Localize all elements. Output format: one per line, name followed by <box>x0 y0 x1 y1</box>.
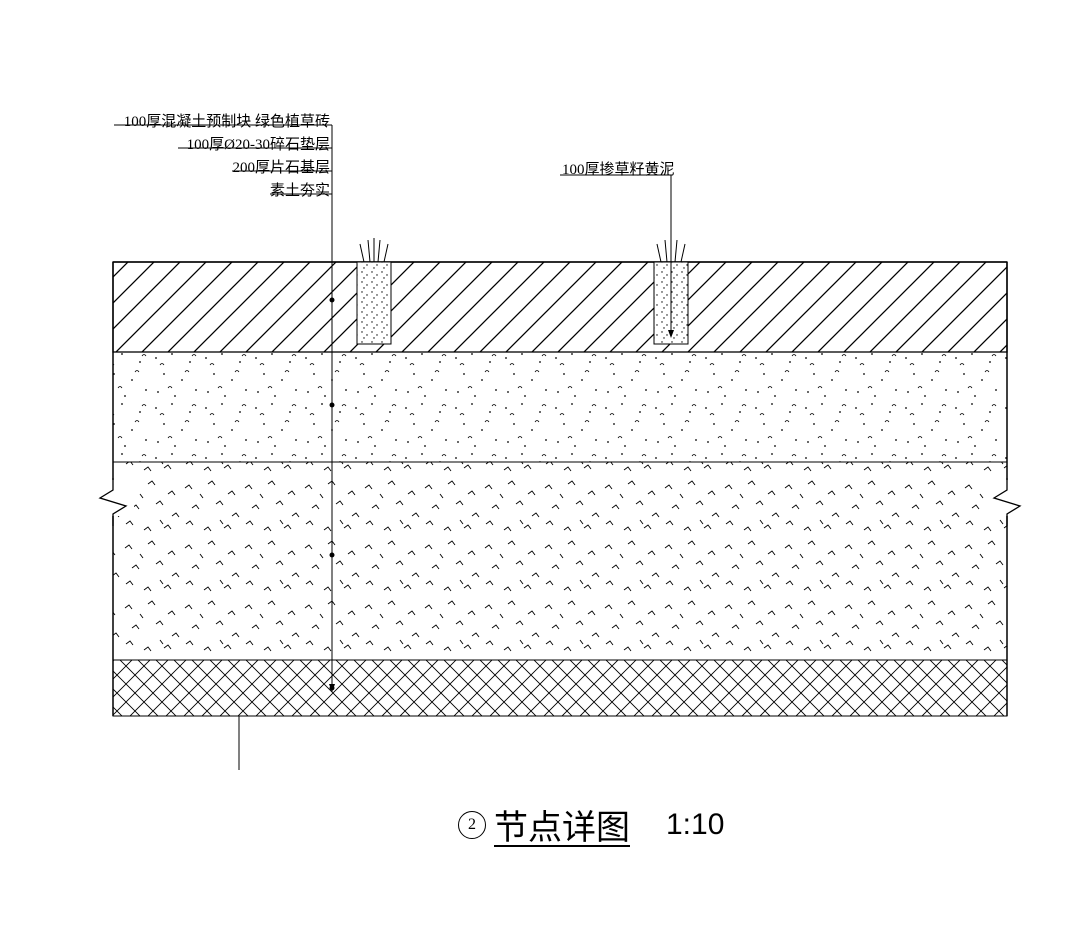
layers <box>113 262 1007 716</box>
label-layer-1: 100厚混凝土预制块 绿色植草砖 <box>124 110 330 131</box>
title-text: 节点详图 <box>494 800 630 849</box>
label-grass-mud: 100厚掺草籽黄泥 <box>562 158 675 179</box>
label-layer-3: 200厚片石基层 <box>232 156 330 177</box>
grass-icon <box>360 238 388 262</box>
layer-gravel-bed <box>113 352 1007 462</box>
layer-concrete-block <box>113 262 1007 352</box>
grass-slot-1 <box>357 238 391 344</box>
drawing-title: 2 节点详图 1:10 <box>458 800 724 849</box>
layer-compacted-soil <box>113 660 1007 716</box>
title-scale: 1:10 <box>666 808 724 842</box>
drawing-canvas: 100厚混凝土预制块 绿色植草砖 100厚Ø20-30碎石垫层 200厚片石基层… <box>0 0 1075 925</box>
label-layer-4: 素土夯实 <box>270 179 330 200</box>
label-layer-2: 100厚Ø20-30碎石垫层 <box>187 133 330 154</box>
detail-number-icon: 2 <box>458 811 486 839</box>
section-drawing <box>0 0 1075 925</box>
layer-stone-base <box>113 462 1007 660</box>
